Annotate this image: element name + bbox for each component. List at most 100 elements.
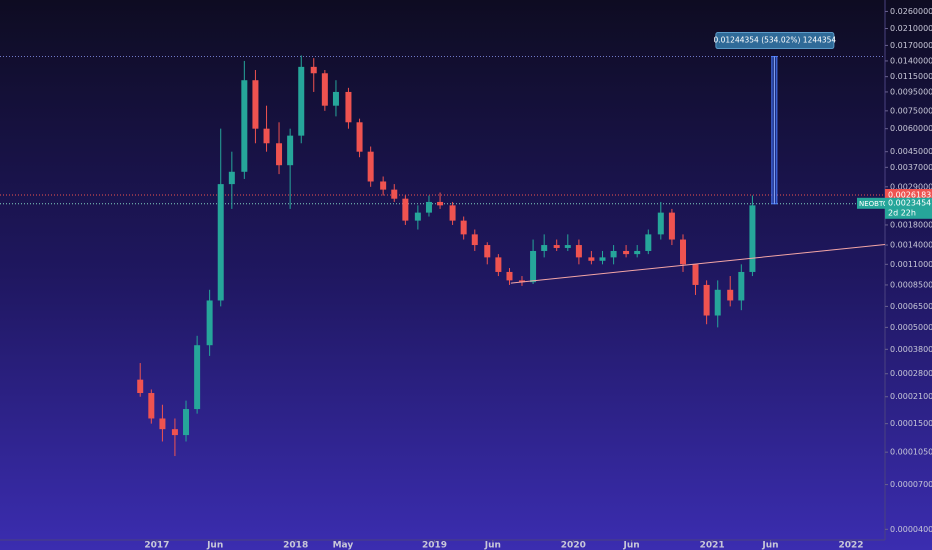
candle-body <box>460 220 467 235</box>
candle-body <box>171 429 178 436</box>
candle-body <box>738 271 745 301</box>
candle-body <box>610 250 617 258</box>
candle-body <box>484 245 491 258</box>
last-price-badge <box>885 197 932 219</box>
candle-body <box>553 245 560 248</box>
candle-body <box>437 201 444 206</box>
candle-body <box>252 80 259 129</box>
candle-body <box>183 409 190 436</box>
candle-body <box>564 245 571 248</box>
x-tick-label: 2017 <box>144 541 169 550</box>
candle-body <box>228 171 235 185</box>
high-price-badge <box>885 188 932 200</box>
candle-body <box>471 234 478 246</box>
candle-body <box>575 245 582 258</box>
candle-body <box>345 91 352 123</box>
candle-body <box>714 289 721 316</box>
candle-body <box>402 198 409 221</box>
candle-body <box>680 239 687 265</box>
measure-label-box <box>715 32 835 50</box>
candle-body <box>356 122 363 152</box>
candle-body <box>727 289 734 301</box>
candle-body <box>367 151 374 182</box>
x-tick-label: Jun <box>761 541 778 550</box>
candle-body <box>645 234 652 251</box>
candle-body <box>159 418 166 430</box>
candle-body <box>380 181 387 190</box>
x-tick-label: Jun <box>484 541 501 550</box>
candle-body <box>530 250 537 283</box>
candle-body <box>599 257 606 261</box>
x-tick-label: 2018 <box>283 541 308 550</box>
candle-body <box>298 66 305 136</box>
candle-body <box>588 257 595 261</box>
candle-body <box>206 300 213 346</box>
candle-body <box>506 271 513 281</box>
candle-body <box>287 135 294 166</box>
candle-body <box>425 201 432 213</box>
trend-line <box>510 243 886 284</box>
candle-body <box>449 205 456 221</box>
candle-body <box>495 257 502 272</box>
x-tick-label: 2021 <box>700 541 725 550</box>
candle-body <box>692 264 699 285</box>
x-tick-label: 2022 <box>838 541 863 550</box>
candle-body <box>148 393 155 419</box>
x-tick-label: 2019 <box>422 541 447 550</box>
x-tick-label: Jun <box>623 541 640 550</box>
candle-body <box>668 212 675 240</box>
last-price-label: 0.00234547 <box>888 198 932 207</box>
candle-body <box>391 189 398 199</box>
candle-body <box>541 245 548 251</box>
candle-body <box>332 91 339 106</box>
candle-body <box>518 280 525 283</box>
candle-body <box>703 284 710 316</box>
high-price-label: 0.00261833 <box>888 190 932 199</box>
x-tick-label: May <box>333 541 354 550</box>
countdown-label: 2d 22h <box>888 208 916 217</box>
symbol-badge <box>857 197 885 209</box>
x-tick-label: 2020 <box>561 541 586 550</box>
candle-body <box>137 379 144 394</box>
candle-body <box>414 212 421 221</box>
candle-body <box>263 128 270 144</box>
candle-body <box>657 212 664 235</box>
candle-body <box>194 345 201 410</box>
candle-body <box>321 73 328 106</box>
x-tick-label: Jun <box>206 541 223 550</box>
measure-label: 0.01244354 (534.02%) 1244354 <box>713 36 836 45</box>
candle-body <box>634 250 641 255</box>
symbol-label: NEOBTC <box>859 200 888 208</box>
candle-body <box>276 143 283 166</box>
candle-body <box>749 205 756 272</box>
y-tick-label: 0.00004000 <box>890 525 932 534</box>
candle-body <box>217 184 224 301</box>
candle-body <box>241 80 248 172</box>
candle-body <box>310 66 317 74</box>
